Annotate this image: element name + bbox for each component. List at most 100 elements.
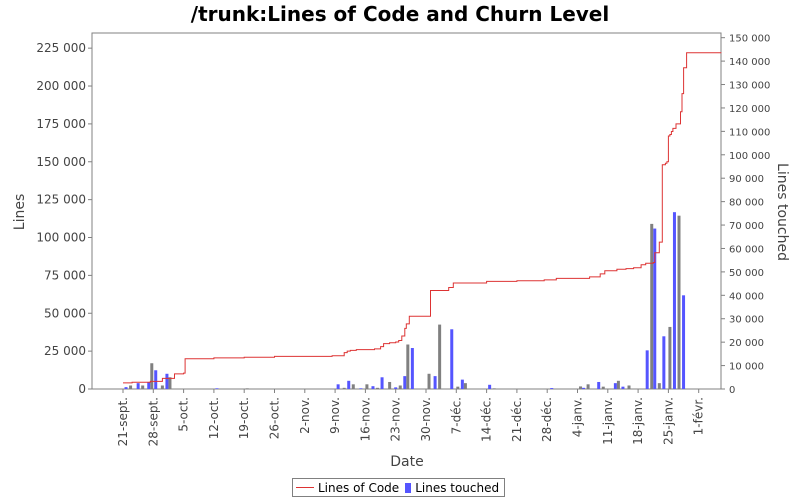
y2-tick-label: 110 000: [729, 127, 770, 138]
x-tick-label: 2-nov.: [298, 397, 312, 434]
x-tick-label: 4-janv.: [571, 397, 585, 437]
churn-bar: [682, 295, 686, 389]
y2-tick-label: 120 000: [729, 104, 770, 115]
y2-tick-label: 70 000: [729, 221, 764, 232]
legend-item-lines-touched: Lines touched: [415, 480, 500, 495]
churn-bar: [456, 386, 460, 389]
x-tick-label: 16-nov.: [358, 397, 372, 442]
churn-bar: [450, 329, 454, 389]
y-tick-label: 175 000: [36, 117, 86, 131]
y2-tick-label: 130 000: [729, 81, 770, 92]
churn-bar: [147, 381, 151, 389]
y-tick-label: 100 000: [36, 231, 86, 245]
legend: Lines of Code Lines touched: [292, 478, 505, 497]
y2-tick-label: 60 000: [729, 244, 764, 255]
churn-bar: [657, 383, 661, 389]
churn-bar: [365, 384, 369, 389]
churn-bar: [492, 388, 496, 389]
y-tick-label: 225 000: [36, 41, 86, 55]
churn-bar: [662, 336, 666, 389]
y2-axis-label: Lines touched: [774, 163, 790, 261]
churn-bar: [160, 385, 164, 389]
chart-title: /trunk:Lines of Code and Churn Level: [191, 2, 609, 26]
churn-bar: [215, 388, 219, 389]
churn-bar: [579, 386, 583, 389]
churn-bar: [150, 363, 154, 389]
x-tick-label: 30-nov.: [419, 397, 433, 442]
churn-bar: [627, 385, 631, 389]
churn-bar: [601, 386, 605, 389]
y-tick-label: 25 000: [44, 344, 86, 358]
x-tick-label: 1-févr.: [692, 397, 706, 435]
churn-bar: [347, 380, 351, 389]
churn-bar: [427, 373, 431, 389]
x-tick-label: 26-oct.: [268, 397, 282, 439]
y-axis-label: Lines: [12, 194, 28, 230]
x-tick-label: 25-janv.: [661, 397, 675, 445]
churn-bar: [245, 388, 249, 389]
churn-bar: [124, 387, 128, 389]
churn-bar: [410, 348, 414, 389]
churn-bar: [380, 377, 384, 389]
churn-bar: [582, 387, 586, 389]
churn-bar: [433, 376, 437, 389]
churn-bar: [550, 388, 554, 389]
churn-bar: [621, 386, 625, 389]
churn-bar: [388, 381, 392, 389]
churn-bar: [141, 385, 145, 389]
y2-tick-label: 90 000: [729, 174, 764, 185]
x-tick-label: 19-oct.: [237, 397, 251, 439]
x-tick-label: 12-oct.: [207, 397, 221, 439]
churn-bar: [613, 383, 617, 389]
x-tick-label: 21-sept.: [116, 397, 130, 446]
churn-bar: [586, 384, 590, 389]
churn-bar: [398, 385, 402, 389]
plot-area: 0 25 000 50 000 75 000 100 000 125 000 150 000…: [36, 32, 770, 446]
churn-bar: [394, 387, 398, 389]
churn-bar: [351, 384, 355, 389]
churn-bar: [136, 383, 140, 389]
legend-line-swatch: [296, 487, 314, 488]
churn-bar: [154, 370, 158, 389]
churn-bar: [359, 388, 363, 389]
churn-bar: [460, 379, 464, 389]
churn-bar: [438, 324, 442, 389]
churn-bar: [376, 387, 380, 389]
churn-bar: [371, 386, 375, 389]
y2-tick-label: 150 000: [729, 34, 770, 45]
y-tick-label: 75 000: [44, 268, 86, 282]
y-tick-label: 200 000: [36, 79, 86, 93]
churn-bar: [653, 228, 657, 389]
churn-bar: [406, 344, 410, 389]
churn-bar: [168, 377, 172, 389]
y-tick-label: 0: [78, 382, 86, 396]
x-axis-label: Date: [390, 454, 423, 470]
y2-tick-label: 20 000: [729, 338, 764, 349]
y2-tick-label: 80 000: [729, 198, 764, 209]
legend-item-lines-of-code: Lines of Code: [318, 480, 400, 495]
y2-tick-label: 0: [729, 385, 735, 396]
churn-bar: [403, 376, 407, 389]
plot-frame: [91, 32, 722, 390]
churn-bar: [668, 326, 672, 389]
y2-tick-label: 10 000: [729, 362, 764, 373]
y2-tick-label: 140 000: [729, 57, 770, 68]
churn-bar: [488, 384, 492, 389]
y2-tick-label: 100 000: [729, 151, 770, 162]
churn-bar: [677, 215, 681, 389]
x-tick-label: 9-nov.: [328, 397, 342, 434]
x-tick-label: 23-nov.: [389, 397, 403, 442]
churn-bar: [165, 373, 169, 389]
churn-bar: [597, 381, 601, 389]
y-tick-label: 50 000: [44, 306, 86, 320]
churn-bar: [650, 223, 654, 389]
lines-of-code-line: [123, 52, 722, 384]
churn-bar: [342, 387, 346, 389]
churn-bar: [129, 385, 133, 389]
churn-bar: [645, 350, 649, 389]
x-tick-label: 28-déc.: [540, 397, 554, 442]
x-tick-label: 14-déc.: [480, 397, 494, 442]
y-tick-label: 150 000: [36, 155, 86, 169]
legend-bar-swatch: [405, 482, 412, 493]
